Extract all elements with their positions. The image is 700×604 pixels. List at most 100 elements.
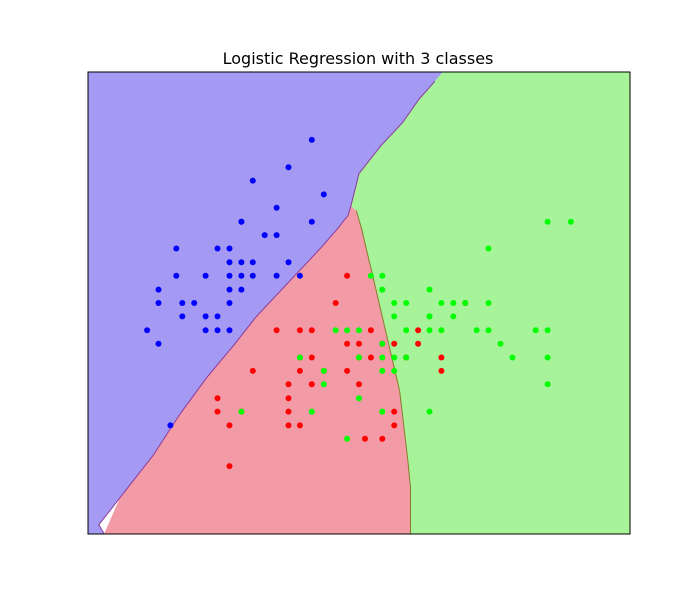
point-class-2 <box>544 354 551 361</box>
point-class-0 <box>155 286 162 293</box>
point-class-0 <box>249 259 256 266</box>
point-class-0 <box>285 164 292 171</box>
point-class-0 <box>202 327 209 334</box>
point-class-2 <box>356 395 362 402</box>
point-class-0 <box>308 218 315 225</box>
point-class-2 <box>438 327 445 334</box>
point-class-2 <box>485 300 492 306</box>
point-class-2 <box>391 300 398 306</box>
point-class-2 <box>344 435 351 442</box>
point-class-2 <box>379 286 386 293</box>
point-class-0 <box>214 313 221 320</box>
point-class-2 <box>379 408 386 415</box>
point-class-0 <box>226 245 233 252</box>
point-class-2 <box>567 218 574 225</box>
point-class-2 <box>356 327 362 334</box>
point-class-0 <box>226 327 233 334</box>
point-class-2 <box>320 367 327 374</box>
point-class-1 <box>344 367 351 374</box>
point-class-1 <box>296 367 303 374</box>
point-class-0 <box>202 313 209 320</box>
point-class-1 <box>285 408 292 415</box>
point-class-2 <box>485 245 492 252</box>
point-class-2 <box>497 340 504 347</box>
point-class-0 <box>155 300 162 306</box>
point-class-1 <box>415 340 422 347</box>
point-class-2 <box>391 313 398 320</box>
point-class-0 <box>273 204 280 211</box>
point-class-0 <box>320 191 327 198</box>
point-class-1 <box>367 354 374 361</box>
point-class-0 <box>214 327 221 334</box>
point-class-0 <box>179 313 186 320</box>
point-class-2 <box>403 300 410 306</box>
point-class-1 <box>356 340 362 347</box>
point-class-0 <box>191 300 198 306</box>
point-class-2 <box>308 408 315 415</box>
point-class-0 <box>285 259 292 266</box>
point-class-1 <box>296 327 303 334</box>
decision-regions <box>87 71 631 535</box>
point-class-2 <box>403 327 410 334</box>
point-class-2 <box>485 327 492 334</box>
point-class-2 <box>473 327 480 334</box>
point-class-1 <box>391 340 398 347</box>
point-class-1 <box>362 435 368 442</box>
point-class-0 <box>202 272 209 279</box>
point-class-1 <box>273 327 280 334</box>
point-class-0 <box>296 272 303 279</box>
point-class-2 <box>544 218 551 225</box>
point-class-0 <box>226 286 233 293</box>
point-class-0 <box>179 300 186 306</box>
point-class-2 <box>426 327 433 334</box>
point-class-1 <box>438 354 445 361</box>
chart-title: Logistic Regression with 3 classes <box>223 49 494 68</box>
point-class-2 <box>403 354 410 361</box>
point-class-0 <box>238 286 245 293</box>
point-class-2 <box>379 367 386 374</box>
point-class-1 <box>285 381 292 388</box>
point-class-0 <box>238 218 245 225</box>
point-class-1 <box>367 327 374 334</box>
point-class-2 <box>296 354 303 361</box>
point-class-1 <box>391 408 398 415</box>
point-class-0 <box>173 245 180 252</box>
point-class-2 <box>450 300 457 306</box>
point-class-2 <box>438 300 445 306</box>
point-class-2 <box>320 381 327 388</box>
point-class-0 <box>273 232 280 239</box>
point-class-2 <box>450 313 457 320</box>
point-class-0 <box>238 259 245 266</box>
point-class-1 <box>308 381 315 388</box>
point-class-2 <box>391 354 398 361</box>
point-class-2 <box>544 327 551 334</box>
point-class-1 <box>379 435 386 442</box>
point-class-1 <box>214 395 221 402</box>
point-class-1 <box>415 327 422 334</box>
point-class-1 <box>332 300 339 306</box>
point-class-0 <box>273 272 280 279</box>
point-class-1 <box>296 422 303 429</box>
point-class-0 <box>226 272 233 279</box>
point-class-2 <box>391 367 398 374</box>
point-class-1 <box>344 340 351 347</box>
point-class-2 <box>356 354 362 361</box>
point-class-0 <box>155 340 162 347</box>
point-class-0 <box>226 259 233 266</box>
point-class-1 <box>356 381 362 388</box>
point-class-1 <box>285 395 292 402</box>
data-points <box>144 136 574 470</box>
point-class-2 <box>379 354 386 361</box>
point-class-2 <box>426 408 433 415</box>
point-class-2 <box>379 272 386 279</box>
point-class-2 <box>532 327 539 334</box>
point-class-2 <box>426 313 433 320</box>
point-class-0 <box>249 177 256 184</box>
point-class-2 <box>462 300 469 306</box>
point-class-0 <box>167 422 174 429</box>
point-class-1 <box>308 327 315 334</box>
point-class-1 <box>438 367 445 374</box>
point-class-2 <box>426 286 433 293</box>
boundary-line-0-1 <box>98 80 436 535</box>
